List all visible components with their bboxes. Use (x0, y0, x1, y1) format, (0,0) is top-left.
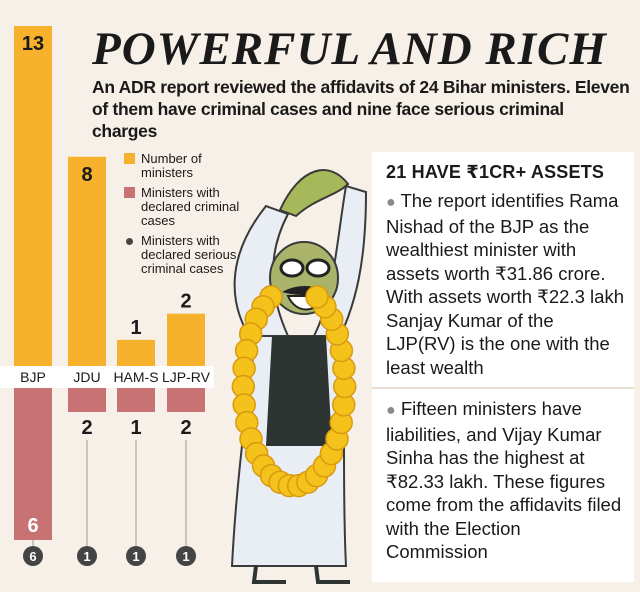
panel-paragraph-2: ● Fifteen ministers have liabilities, an… (386, 397, 626, 564)
legend: Number of ministers Ministers with decla… (124, 152, 254, 282)
category-label-jdu: JDU (73, 369, 100, 385)
category-label-bjp: BJP (20, 369, 46, 385)
ministers-value-label: 2 (180, 291, 191, 313)
ministers-value-label: 8 (81, 164, 92, 186)
panel-paragraph-1: ● The report identifies Rama Nishad of t… (386, 189, 626, 379)
serious-cases-dot-ljp-rv (176, 546, 196, 566)
ministers-bar-jdu (68, 156, 106, 366)
bar-chart: 13 8 1 2 6 2 1 2 BJP JDU HAM-S LJP-RV 6 1 1 1 (0, 26, 214, 566)
marigold-garland (231, 285, 357, 498)
category-label-ham-s: HAM-S (113, 369, 158, 385)
politician-cartoon (230, 169, 368, 584)
glasses-left (279, 258, 305, 278)
legs (251, 565, 350, 584)
criminal-value-label: 1 (130, 417, 141, 439)
serious-cases-value-label: 1 (182, 549, 189, 564)
ministers-bar-ham-s (117, 339, 155, 366)
legend-label: Ministers with declared criminal cases (141, 185, 240, 228)
panel-paragraph-2-text: Fifteen ministers have liabilities, and … (386, 398, 622, 562)
serious-cases-value-label: 1 (83, 549, 90, 564)
ministers-bar-bjp (14, 26, 52, 366)
headline: POWERFUL AND RICH (92, 23, 607, 75)
legend-swatch-criminal (124, 187, 135, 198)
criminal-bar-bjp (14, 388, 52, 540)
legend-item-criminal: Ministers with declared criminal cases (124, 186, 254, 228)
subheadline: An ADR report reviewed the affidavits of… (92, 77, 630, 141)
category-axis: BJP JDU HAM-S LJP-RV (0, 366, 214, 388)
panel-title: 21 HAVE ₹1CR+ ASSETS (386, 162, 605, 182)
glasses-right (305, 258, 331, 278)
legend-label: Ministers with declared serious criminal… (141, 233, 237, 276)
ministers-bar-ljp-rv (167, 313, 205, 366)
legend-item-ministers: Number of ministers (124, 152, 254, 180)
bullet-icon: ● (386, 402, 396, 419)
hands (278, 169, 350, 218)
legend-swatch-ministers (124, 153, 135, 164)
criminal-bar-ham-s (117, 388, 155, 412)
category-label-ljp-rv: LJP-RV (162, 369, 211, 385)
criminal-value-label: 2 (180, 417, 191, 439)
category-band (0, 366, 214, 388)
ministers-bars: 13 8 1 2 (14, 26, 205, 366)
serious-cases-dot-bjp (23, 546, 43, 566)
bullet-icon: ● (386, 194, 396, 211)
serious-cases-value-label: 6 (29, 549, 36, 564)
criminal-bars: 6 2 1 2 (14, 388, 205, 540)
serious-cases-value-label: 1 (132, 549, 139, 564)
criminal-value-label: 2 (81, 417, 92, 439)
marigold-flower (305, 285, 329, 309)
ministers-value-label: 13 (22, 33, 44, 55)
vest (266, 336, 332, 446)
serious-cases-dots: 6 1 1 1 (23, 440, 196, 566)
legend-dot-serious (126, 238, 133, 245)
legend-item-serious: Ministers with declared serious criminal… (124, 234, 254, 276)
legend-label: Number of ministers (141, 151, 202, 180)
criminal-value-label: 6 (27, 515, 38, 537)
criminal-bar-jdu (68, 388, 106, 412)
criminal-bar-ljp-rv (167, 388, 205, 412)
info-panel: 21 HAVE ₹1CR+ ASSETS ● The report identi… (372, 152, 634, 582)
ministers-value-label: 1 (130, 317, 141, 339)
serious-cases-dot-jdu (77, 546, 97, 566)
serious-cases-dot-ham-s (126, 546, 146, 566)
panel-divider (372, 387, 634, 389)
panel-paragraph-1-text: The report identifies Rama Nishad of the… (386, 190, 624, 378)
